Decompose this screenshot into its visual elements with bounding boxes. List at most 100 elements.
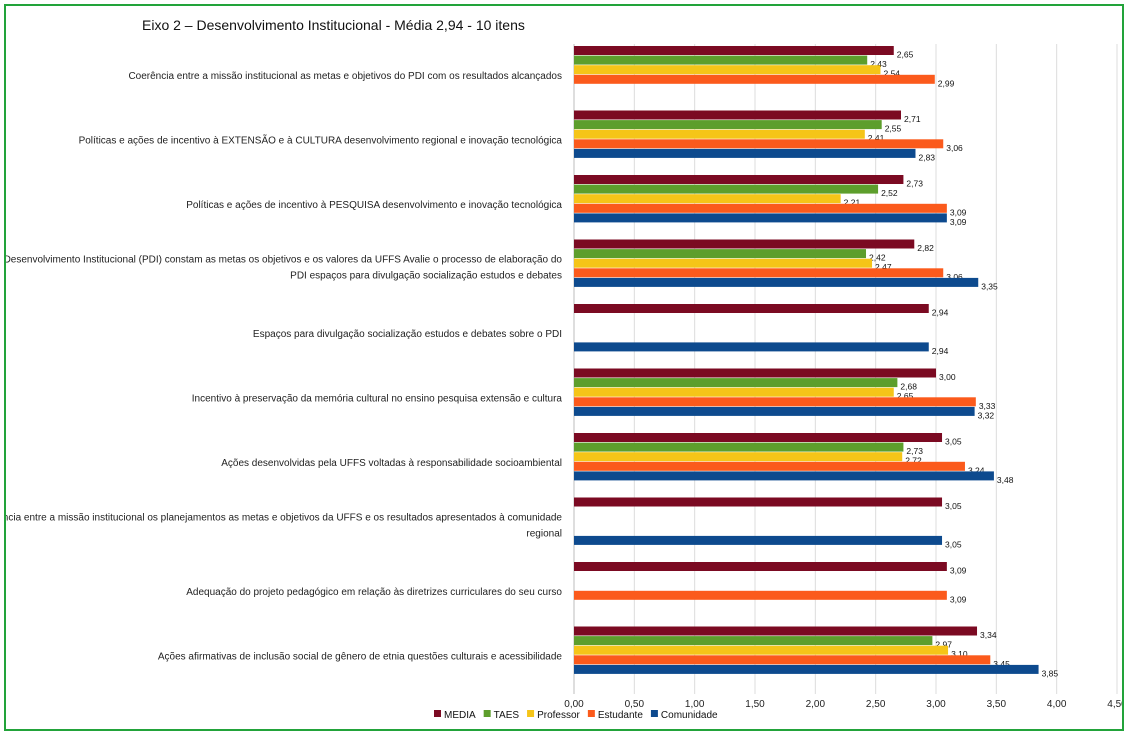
category-label: No Plano de Desenvolvimento Instituciona… <box>6 255 562 266</box>
bar-estudante <box>574 397 976 407</box>
data-label: 3,09 <box>950 217 967 227</box>
bar-comunidade <box>574 148 916 158</box>
data-label: 3,00 <box>939 372 956 382</box>
data-label: 3,06 <box>946 143 963 153</box>
data-label: 3,45 <box>993 659 1010 669</box>
bar-estudante <box>574 268 944 278</box>
bar-comunidade <box>574 342 929 352</box>
x-tick-label: 0,00 <box>564 699 584 710</box>
legend-item: Professor <box>537 710 580 721</box>
bar-media <box>574 497 943 507</box>
bar-comunidade <box>574 406 975 416</box>
data-label: 3,06 <box>946 272 963 282</box>
data-label: 2,43 <box>870 59 887 69</box>
category-label: Coerência entre a missão institucional o… <box>6 513 562 524</box>
data-label: 3,35 <box>981 281 998 291</box>
bar-taes <box>574 249 867 259</box>
bar-comunidade <box>574 664 1039 674</box>
category-label: Ações desenvolvidas pela UFFS voltadas à… <box>221 458 562 469</box>
x-tick-label: 2,50 <box>866 699 886 710</box>
bar-media <box>574 433 943 442</box>
bar-media <box>574 110 902 120</box>
legend-swatch <box>483 710 491 717</box>
data-label: 2,65 <box>897 391 914 401</box>
bar-media <box>574 175 904 184</box>
data-label: 3,48 <box>997 475 1014 485</box>
bar-media <box>574 368 936 378</box>
data-label: 2,72 <box>905 456 922 466</box>
bar-professor <box>574 65 881 75</box>
bar-estudante <box>574 139 944 149</box>
data-label: 2,65 <box>897 50 914 60</box>
data-label: 2,94 <box>932 308 949 318</box>
bar-comunidade <box>574 213 947 223</box>
bar-media <box>574 562 947 571</box>
data-label: 2,55 <box>885 124 902 134</box>
data-label: 2,41 <box>868 133 885 143</box>
data-label: 2,83 <box>918 152 935 162</box>
x-tick-label: 3,00 <box>926 699 946 710</box>
data-label: 2,68 <box>900 382 917 392</box>
bar-professor <box>574 129 865 139</box>
bar-estudante <box>574 590 947 600</box>
bar-media <box>574 239 915 249</box>
x-tick-label: 1,00 <box>685 699 705 710</box>
data-label: 2,71 <box>904 114 921 124</box>
legend-item: TAES <box>494 710 520 721</box>
data-label: 3,10 <box>951 649 968 659</box>
legend-item: Estudante <box>598 710 643 721</box>
category-label: Coerência entre a missão institucional a… <box>128 71 562 82</box>
data-label: 3,09 <box>950 207 967 217</box>
legend-item: MEDIA <box>444 710 476 721</box>
data-label: 2,47 <box>875 262 892 272</box>
category-label: Incentivo à preservação da memória cultu… <box>192 394 563 405</box>
bar-estudante <box>574 655 991 665</box>
chart-frame: Eixo 2 – Desenvolvimento Institucional -… <box>4 4 1124 731</box>
data-label: 3,34 <box>980 630 997 640</box>
bar-professor <box>574 645 949 655</box>
bar-comunidade <box>574 277 979 287</box>
bar-estudante <box>574 203 947 213</box>
data-label: 3,85 <box>1042 668 1059 678</box>
bar-taes <box>574 442 904 452</box>
bar-taes <box>574 184 879 194</box>
category-label: PDI espaços para divulgação socialização… <box>290 271 562 282</box>
legend-swatch <box>587 710 595 717</box>
category-label: Ações afirmativas de inclusão social de … <box>158 652 563 663</box>
data-label: 2,82 <box>917 243 934 253</box>
data-label: 2,99 <box>938 78 955 88</box>
bar-comunidade <box>574 471 994 481</box>
x-tick-label: 4,50 <box>1107 699 1122 710</box>
bar-professor <box>574 452 903 462</box>
category-label: Adequação do projeto pedagógico em relaç… <box>186 587 562 598</box>
x-tick-label: 3,50 <box>987 699 1007 710</box>
data-label: 3,09 <box>950 566 967 576</box>
category-label: regional <box>526 529 562 540</box>
category-label: Políticas e ações de incentivo à PESQUIS… <box>186 200 562 211</box>
bar-taes <box>574 55 868 65</box>
data-label: 2,94 <box>932 346 949 356</box>
data-label: 2,42 <box>869 253 886 263</box>
data-label: 3,05 <box>945 501 962 511</box>
bar-taes <box>574 120 882 130</box>
x-tick-label: 2,00 <box>806 699 826 710</box>
category-label: Políticas e ações de incentivo à EXTENSÃ… <box>79 134 563 147</box>
data-label: 3,24 <box>968 465 985 475</box>
data-label: 3,33 <box>979 401 996 411</box>
x-tick-label: 0,50 <box>625 699 645 710</box>
data-label: 2,73 <box>906 179 923 189</box>
data-label: 2,54 <box>883 69 900 79</box>
bar-estudante <box>574 74 935 84</box>
category-label: Espaços para divulgação socialização est… <box>253 329 562 340</box>
data-label: 2,73 <box>906 446 923 456</box>
legend-swatch <box>650 710 658 717</box>
bar-taes <box>574 378 898 388</box>
bar-chart: Eixo 2 – Desenvolvimento Institucional -… <box>6 17 1122 721</box>
bar-media <box>574 626 978 636</box>
x-tick-label: 1,50 <box>745 699 765 710</box>
bar-professor <box>574 387 894 397</box>
bar-media <box>574 46 894 55</box>
bar-estudante <box>574 461 965 471</box>
bar-comunidade <box>574 535 943 545</box>
bar-professor <box>574 258 873 268</box>
